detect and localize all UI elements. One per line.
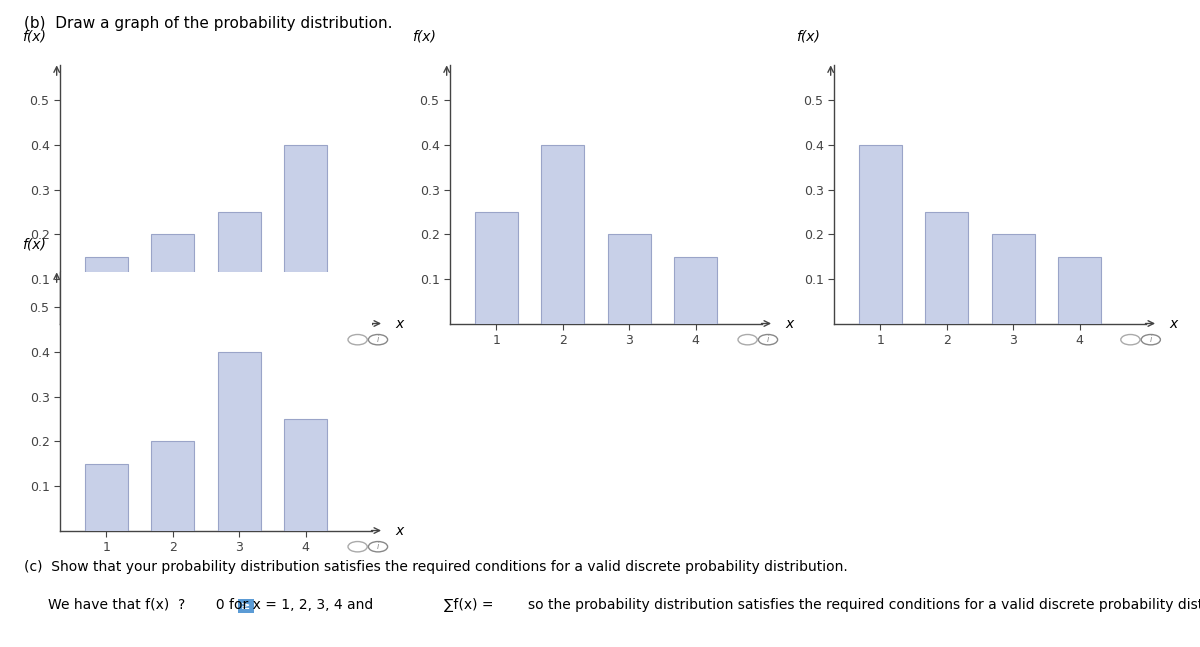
Bar [991, 234, 1034, 324]
Bar [284, 145, 328, 324]
Text: i: i [1150, 335, 1152, 344]
Bar [674, 257, 718, 324]
Text: (b)  Draw a graph of the probability distribution.: (b) Draw a graph of the probability dist… [24, 16, 392, 31]
Text: f(x): f(x) [797, 30, 821, 44]
Text: f(x): f(x) [23, 237, 47, 251]
Bar [217, 352, 260, 531]
Text: x: x [1169, 316, 1177, 331]
Bar [607, 234, 650, 324]
Text: We have that f(x)  ?       0 for x = 1, 2, 3, 4 and: We have that f(x) ? 0 for x = 1, 2, 3, 4… [48, 598, 373, 613]
Bar [541, 145, 584, 324]
Bar [85, 464, 128, 531]
Text: so the probability distribution satisfies the required conditions for a valid di: so the probability distribution satisfie… [528, 598, 1200, 613]
Text: i: i [377, 335, 379, 344]
Bar [151, 234, 194, 324]
Text: (c)  Show that your probability distribution satisfies the required conditions f: (c) Show that your probability distribut… [24, 560, 847, 574]
Bar [217, 212, 260, 324]
Bar [859, 145, 902, 324]
Bar [475, 212, 518, 324]
Text: f(x): f(x) [23, 30, 47, 44]
Bar [925, 212, 968, 324]
Text: x: x [395, 316, 403, 331]
Text: ≥: ≥ [241, 601, 251, 611]
Text: i: i [377, 542, 379, 551]
Text: ∑f(x) =: ∑f(x) = [444, 598, 493, 613]
Bar [1058, 257, 1102, 324]
Bar [85, 257, 128, 324]
Text: i: i [767, 335, 769, 344]
Text: f(x): f(x) [413, 30, 437, 44]
Bar [151, 441, 194, 531]
Text: x: x [395, 523, 403, 538]
Bar [284, 419, 328, 531]
Text: x: x [785, 316, 793, 331]
